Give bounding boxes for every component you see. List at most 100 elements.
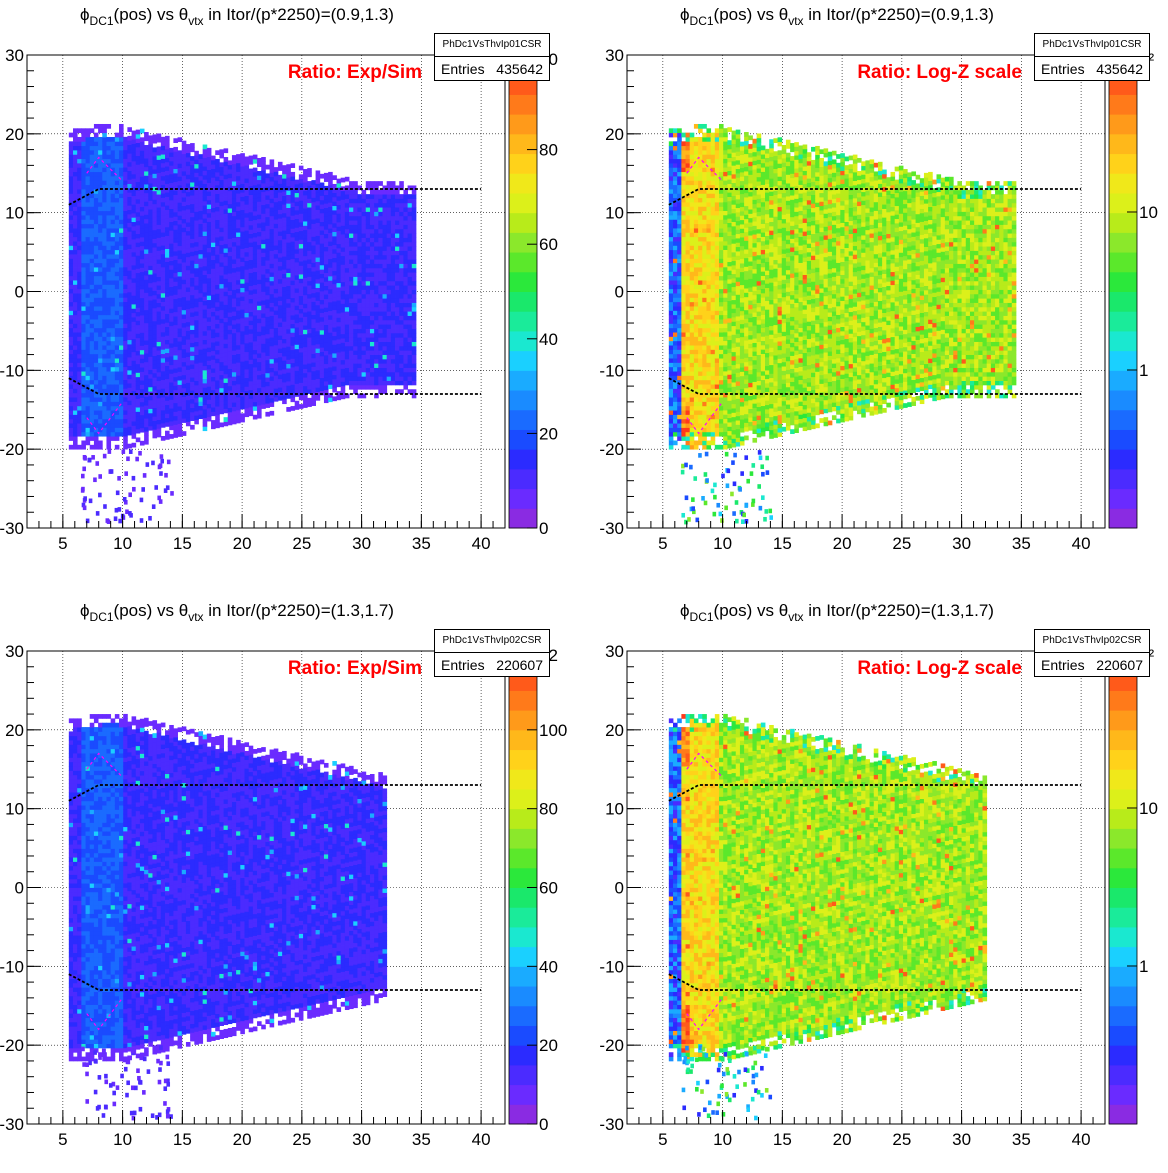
x-tick-label: 15 — [173, 1130, 192, 1149]
entries-value: 435642 — [496, 57, 543, 82]
chart-title: ϕDC1(pos) vs θvtx in Itor/(p*2250)=(1.3,… — [80, 601, 394, 624]
y-tick-label: 30 — [605, 46, 624, 65]
x-tick-label: 20 — [833, 1130, 852, 1149]
x-tick-label: 40 — [1072, 1130, 1091, 1149]
heatmap — [69, 714, 387, 1121]
x-tick-label: 35 — [1012, 534, 1031, 553]
palette-label: 10 — [1139, 799, 1158, 818]
x-tick-label: 20 — [233, 1130, 252, 1149]
palette-label: 60 — [539, 879, 558, 898]
y-tick-label: -10 — [0, 957, 24, 976]
palette-label: 60 — [539, 235, 558, 254]
y-tick-label: 20 — [605, 721, 624, 740]
ratio-annotation: Ratio: Log-Z scale — [857, 658, 1022, 679]
ratio-annotation: Ratio: Log-Z scale — [857, 62, 1022, 83]
y-tick-label: -30 — [599, 1115, 624, 1134]
chart-pad-1: ϕDC1(pos) vs θvtx in Itor/(p*2250)=(0.9,… — [0, 0, 584, 577]
x-tick-label: 30 — [952, 534, 971, 553]
chart-svg: ϕDC1(pos) vs θvtx in Itor/(p*2250)=(0.9,… — [600, 0, 1168, 577]
y-tick-label: 0 — [615, 283, 624, 302]
heatmap — [669, 714, 987, 1120]
chart-pad-2: ϕDC1(pos) vs θvtx in Itor/(p*2250)=(0.9,… — [600, 0, 1168, 577]
chart-svg: ϕDC1(pos) vs θvtx in Itor/(p*2250)=(0.9,… — [0, 0, 584, 577]
x-tick-label: 5 — [658, 534, 667, 553]
y-tick-label: 10 — [5, 800, 24, 819]
x-tick-label: 25 — [292, 534, 311, 553]
palette-label: 1 — [1139, 957, 1148, 976]
x-tick-label: 10 — [113, 534, 132, 553]
y-tick-label: -20 — [0, 1036, 24, 1055]
entries-label: Entries — [441, 57, 485, 82]
y-tick-label: -20 — [0, 440, 24, 459]
chart-title: ϕDC1(pos) vs θvtx in Itor/(p*2250)=(0.9,… — [80, 5, 394, 28]
x-tick-label: 15 — [773, 534, 792, 553]
x-tick-label: 35 — [412, 534, 431, 553]
y-tick-label: 0 — [15, 283, 24, 302]
y-tick-label: -30 — [599, 519, 624, 538]
y-tick-label: 10 — [605, 204, 624, 223]
ratio-annotation: Ratio: Exp/Sim — [288, 658, 422, 679]
x-tick-label: 35 — [412, 1130, 431, 1149]
palette-label: 40 — [539, 330, 558, 349]
palette-label: 100 — [539, 721, 567, 740]
y-tick-label: 10 — [5, 204, 24, 223]
palette-label: 10 — [1139, 203, 1158, 222]
palette-label: 40 — [539, 957, 558, 976]
x-tick-label: 5 — [658, 1130, 667, 1149]
palette-label: 20 — [539, 424, 558, 443]
y-tick-label: 30 — [5, 642, 24, 661]
x-tick-label: 20 — [833, 534, 852, 553]
x-tick-label: 25 — [292, 1130, 311, 1149]
y-tick-label: -20 — [599, 440, 624, 459]
chart-pad-4: ϕDC1(pos) vs θvtx in Itor/(p*2250)=(1.3,… — [600, 596, 1168, 1173]
x-tick-label: 35 — [1012, 1130, 1031, 1149]
entries-value: 220607 — [1096, 653, 1143, 678]
y-tick-label: -10 — [599, 361, 624, 380]
palette-label: 80 — [539, 141, 558, 160]
x-tick-label: 30 — [952, 1130, 971, 1149]
x-tick-label: 10 — [713, 534, 732, 553]
y-tick-label: -30 — [0, 1115, 24, 1134]
color-palette: 02040608000 — [509, 50, 558, 538]
x-tick-label: 5 — [58, 534, 67, 553]
x-tick-label: 20 — [233, 534, 252, 553]
chart-pad-3: ϕDC1(pos) vs θvtx in Itor/(p*2250)=(1.3,… — [0, 596, 584, 1173]
y-tick-label: 10 — [605, 800, 624, 819]
y-tick-label: 0 — [615, 879, 624, 898]
heatmap — [69, 124, 417, 524]
x-tick-label: 15 — [773, 1130, 792, 1149]
histogram-name: PhDc1VsThvIp02CSR — [1035, 630, 1149, 653]
x-tick-label: 25 — [892, 1130, 911, 1149]
y-tick-label: 20 — [5, 125, 24, 144]
chart-svg: ϕDC1(pos) vs θvtx in Itor/(p*2250)=(1.3,… — [0, 596, 584, 1173]
x-tick-label: 10 — [713, 1130, 732, 1149]
histogram-name: PhDc1VsThvIp02CSR — [435, 630, 549, 653]
y-tick-label: -10 — [0, 361, 24, 380]
y-tick-label: 20 — [5, 721, 24, 740]
palette-label: 20 — [539, 1036, 558, 1055]
histogram-name: PhDc1VsThvIp01CSR — [435, 34, 549, 57]
heatmap — [669, 124, 1017, 524]
entries-label: Entries — [1041, 57, 1085, 82]
histogram-name: PhDc1VsThvIp01CSR — [1035, 34, 1149, 57]
color-palette: 1100² — [1109, 646, 1158, 1125]
palette-label: 0 — [539, 1115, 548, 1134]
x-tick-label: 30 — [352, 1130, 371, 1149]
y-tick-label: -30 — [0, 519, 24, 538]
y-tick-label: 30 — [605, 642, 624, 661]
chart-title: ϕDC1(pos) vs θvtx in Itor/(p*2250)=(0.9,… — [680, 5, 994, 28]
y-tick-label: -20 — [599, 1036, 624, 1055]
x-tick-label: 40 — [472, 534, 491, 553]
y-tick-label: 30 — [5, 46, 24, 65]
entries-value: 435642 — [1096, 57, 1143, 82]
chart-svg: ϕDC1(pos) vs θvtx in Itor/(p*2250)=(1.3,… — [600, 596, 1168, 1173]
color-palette: 02040608010012 — [509, 646, 567, 1134]
ratio-annotation: Ratio: Exp/Sim — [288, 62, 422, 83]
x-tick-label: 15 — [173, 534, 192, 553]
y-tick-label: -10 — [599, 957, 624, 976]
y-tick-label: 20 — [605, 125, 624, 144]
